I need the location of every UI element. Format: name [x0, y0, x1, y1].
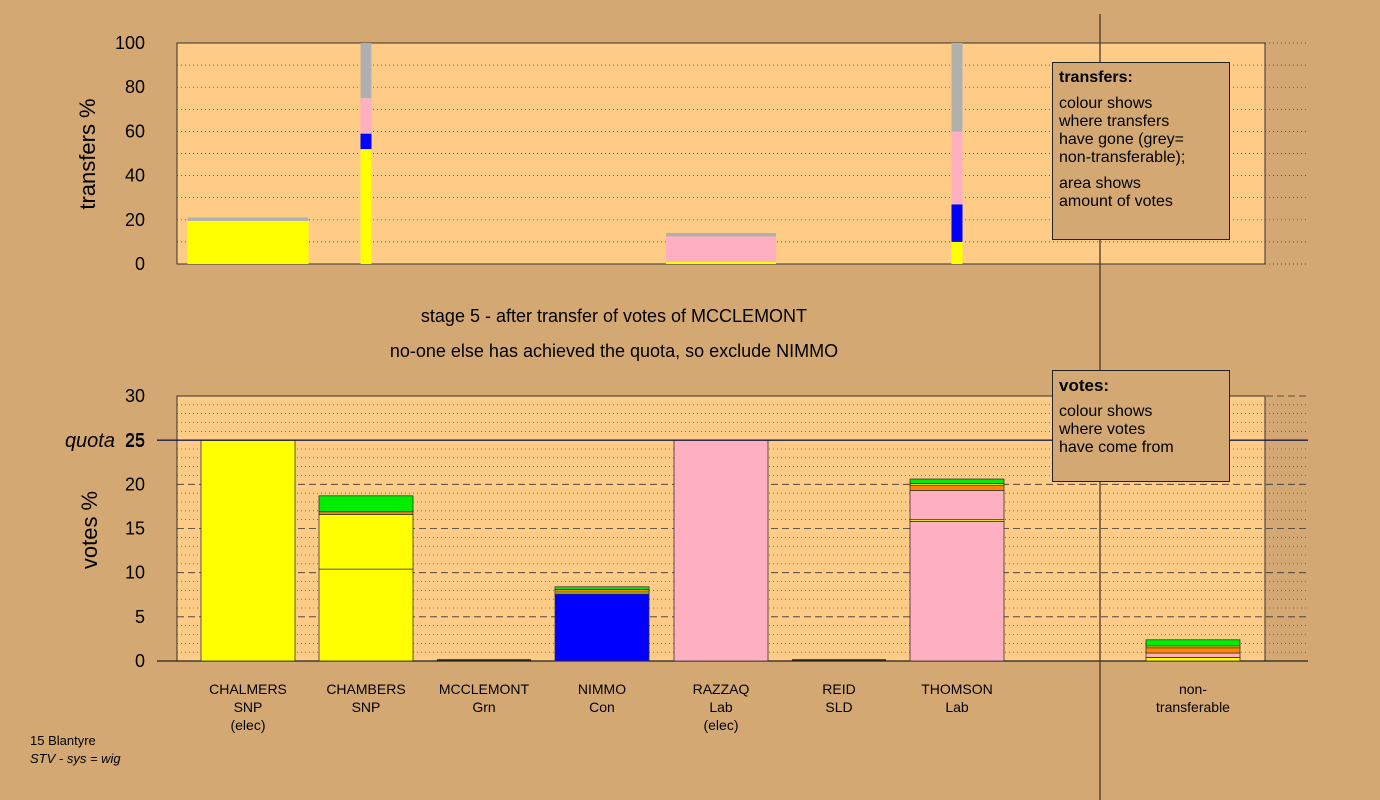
- transfer-bar-segment: [951, 204, 963, 242]
- candidate-label-line: Lab: [709, 699, 733, 715]
- votes-legend-title: votes:: [1059, 376, 1110, 395]
- vote-bar-segment: [1145, 652, 1241, 658]
- candidate-label: CHALMERS SNP (elec): [193, 680, 303, 734]
- transfers-tick-label: 40: [125, 166, 145, 186]
- candidate-label-line: MCCLEMONT: [438, 681, 530, 697]
- votes-tick-label: 5: [135, 607, 145, 627]
- candidate-label-line: (elec): [230, 717, 266, 733]
- candidate-label: REID SLD: [784, 680, 894, 716]
- votes-legend-line: have come from: [1059, 439, 1174, 456]
- candidate-label-line: non-: [1178, 681, 1208, 697]
- transfers-tick-label: 80: [125, 77, 145, 97]
- votes-legend-box: votes: colour shows where votes have com…: [1052, 370, 1230, 482]
- transfers-legend-title: transfers:: [1059, 69, 1133, 86]
- transfer-bar-segment: [360, 149, 372, 264]
- candidate-label-line: SNP: [233, 699, 263, 715]
- vote-bar-segment: [673, 439, 769, 662]
- quota-label: quota: [65, 430, 115, 452]
- transfer-bar-segment: [951, 43, 963, 132]
- candidate-label: MCCLEMONT Grn: [429, 680, 539, 716]
- candidate-label: RAZZAQ Lab (elec): [666, 680, 776, 734]
- stage-line-2: no-one else has achieved the quota, so e…: [389, 341, 839, 361]
- vote-bar-segment: [1145, 647, 1241, 654]
- transfers-tick-label: 20: [125, 210, 145, 230]
- transfers-tick-label: 0: [135, 254, 145, 274]
- candidate-label: non-transferable: [1138, 680, 1248, 716]
- votes-tick-label: 20: [125, 474, 145, 494]
- candidate-label-line: THOMSON: [921, 681, 993, 697]
- transfers-legend-box: transfers: colour shows where transfers …: [1052, 62, 1230, 240]
- candidate-label-line: (elec): [703, 717, 739, 733]
- transfers-legend-line: where transfers: [1059, 113, 1170, 130]
- vote-bar-segment: [1145, 639, 1241, 647]
- vote-bar-segment: [909, 478, 1005, 484]
- candidate-label-line: RAZZAQ: [692, 681, 750, 697]
- transfers-legend-line: colour shows: [1059, 95, 1153, 112]
- vote-bar-segment: [1145, 657, 1241, 662]
- transfer-bar-segment: [666, 261, 776, 264]
- transfer-bar-segment: [187, 220, 309, 264]
- transfer-bar-segment: [187, 217, 309, 221]
- votes-tick-label: 10: [125, 563, 145, 583]
- candidate-label: THOMSON Lab: [902, 680, 1012, 716]
- transfers-axis-label: transfers %: [75, 98, 100, 209]
- vote-bar-segment: [318, 495, 414, 513]
- vote-bar-segment: [318, 513, 414, 570]
- candidate-label: CHAMBERS SNP: [311, 680, 421, 716]
- vote-bar-segment: [909, 490, 1005, 521]
- candidate-label-line: SLD: [825, 699, 853, 715]
- vote-bar-segment: [318, 568, 414, 662]
- transfer-bar-segment: [360, 98, 372, 134]
- candidate-label-line: REID: [822, 681, 856, 697]
- votes-tick-label: 0: [135, 651, 145, 671]
- votes-axis-label: votes %: [77, 491, 102, 569]
- transfers-legend-line: have gone (grey=: [1059, 131, 1184, 148]
- candidate-label-line: Grn: [472, 699, 496, 715]
- transfer-bar-segment: [360, 133, 372, 150]
- vote-bar-segment: [200, 439, 296, 662]
- transfers-legend-line: amount of votes: [1059, 193, 1173, 210]
- votes-tick-label: 25: [125, 430, 145, 450]
- constituency-label: 15 Blantyre: [30, 733, 96, 748]
- votes-tick-label: 15: [125, 519, 145, 539]
- transfers-legend-line: non-transferable);: [1059, 149, 1186, 166]
- candidate-label-line: Con: [589, 699, 615, 715]
- quota-tick-label: 25: [125, 431, 145, 451]
- transfer-bar-segment: [666, 236, 776, 262]
- candidate-label-line: SNP: [351, 699, 381, 715]
- transfers-legend-line: area shows: [1059, 175, 1141, 192]
- transfers-tick-label: 60: [125, 121, 145, 141]
- transfer-bar-segment: [951, 131, 963, 205]
- candidate-label-line: Lab: [945, 699, 969, 715]
- stage-line-1: stage 5 - after transfer of votes of MCC…: [420, 306, 808, 326]
- candidate-label: NIMMO Con: [547, 680, 657, 716]
- transfer-bar-segment: [360, 43, 372, 99]
- transfer-bar-segment: [666, 233, 776, 237]
- candidate-label-line: transferable: [1156, 699, 1230, 715]
- votes-legend-line: colour shows: [1059, 403, 1153, 420]
- transfer-bar-segment: [951, 241, 963, 264]
- vote-bar-segment: [554, 593, 650, 662]
- candidate-label-line: CHAMBERS: [326, 681, 406, 697]
- vote-bar-segment: [554, 586, 650, 590]
- transfers-tick-label: 100: [115, 33, 145, 53]
- votes-legend-line: where votes: [1059, 421, 1146, 438]
- system-label: STV - sys = wig: [30, 751, 121, 766]
- vote-bar-segment: [909, 521, 1005, 662]
- vote-bar-segment: [909, 484, 1005, 491]
- votes-tick-label: 30: [125, 386, 145, 406]
- candidate-label-line: CHALMERS: [209, 681, 287, 697]
- candidate-label-line: NIMMO: [577, 681, 627, 697]
